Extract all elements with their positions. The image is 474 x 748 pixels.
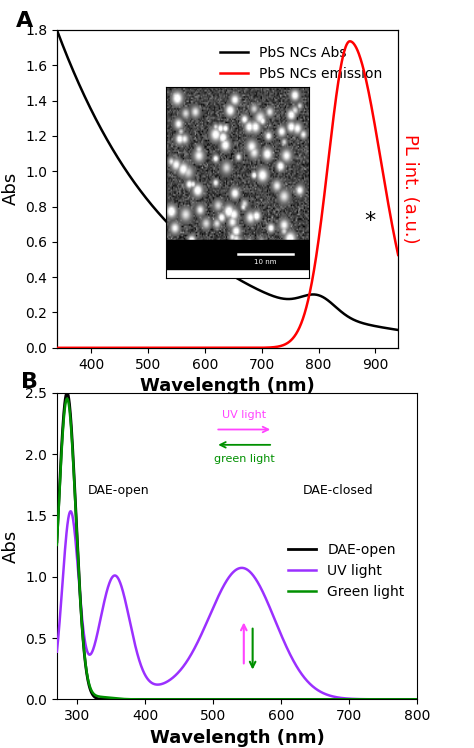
DAE-open [54,537,60,546]
Green light [64,394,70,403]
Text: A: A [16,10,33,31]
Line: Green light: Green light [57,399,417,699]
Green light [244,695,249,704]
UV light [244,565,249,574]
Text: UV light: UV light [222,411,266,420]
Green light [54,540,60,549]
Y-axis label: PL int. (a.u.): PL int. (a.u.) [401,134,419,244]
Green light [210,695,216,704]
DAE-open [406,695,411,704]
Legend: DAE-open, UV light, Green light: DAE-open, UV light, Green light [283,537,410,604]
Line: UV light: UV light [57,512,417,699]
Y-axis label: Abs: Abs [1,530,19,562]
UV light [176,668,182,677]
Text: *: * [364,211,375,230]
UV light [54,647,60,656]
X-axis label: Wavelength (nm): Wavelength (nm) [140,377,315,395]
Green light [115,694,121,703]
UV light [115,574,121,583]
Text: B: B [21,372,38,392]
UV light [102,594,108,603]
DAE-open [251,695,257,704]
Legend: PbS NCs Abs, PbS NCs emission: PbS NCs Abs, PbS NCs emission [215,40,388,86]
DAE-open [210,695,216,704]
Text: green light: green light [214,454,274,464]
DAE-open [176,695,182,704]
DAE-open [64,388,70,397]
DAE-open [414,695,420,704]
DAE-open [115,695,121,704]
Green light [176,695,182,704]
Y-axis label: Abs: Abs [1,172,19,206]
UV light [210,603,216,612]
Green light [102,693,108,702]
UV light [414,695,420,704]
X-axis label: Wavelength (nm): Wavelength (nm) [150,729,324,747]
Green light [414,695,420,704]
DAE-open [102,695,108,704]
Text: DAE-open: DAE-open [87,485,149,497]
Green light [251,695,257,704]
DAE-open [244,695,249,704]
UV light [68,507,73,516]
Line: DAE-open: DAE-open [57,393,417,699]
UV light [251,572,257,581]
Text: DAE-closed: DAE-closed [302,485,373,497]
